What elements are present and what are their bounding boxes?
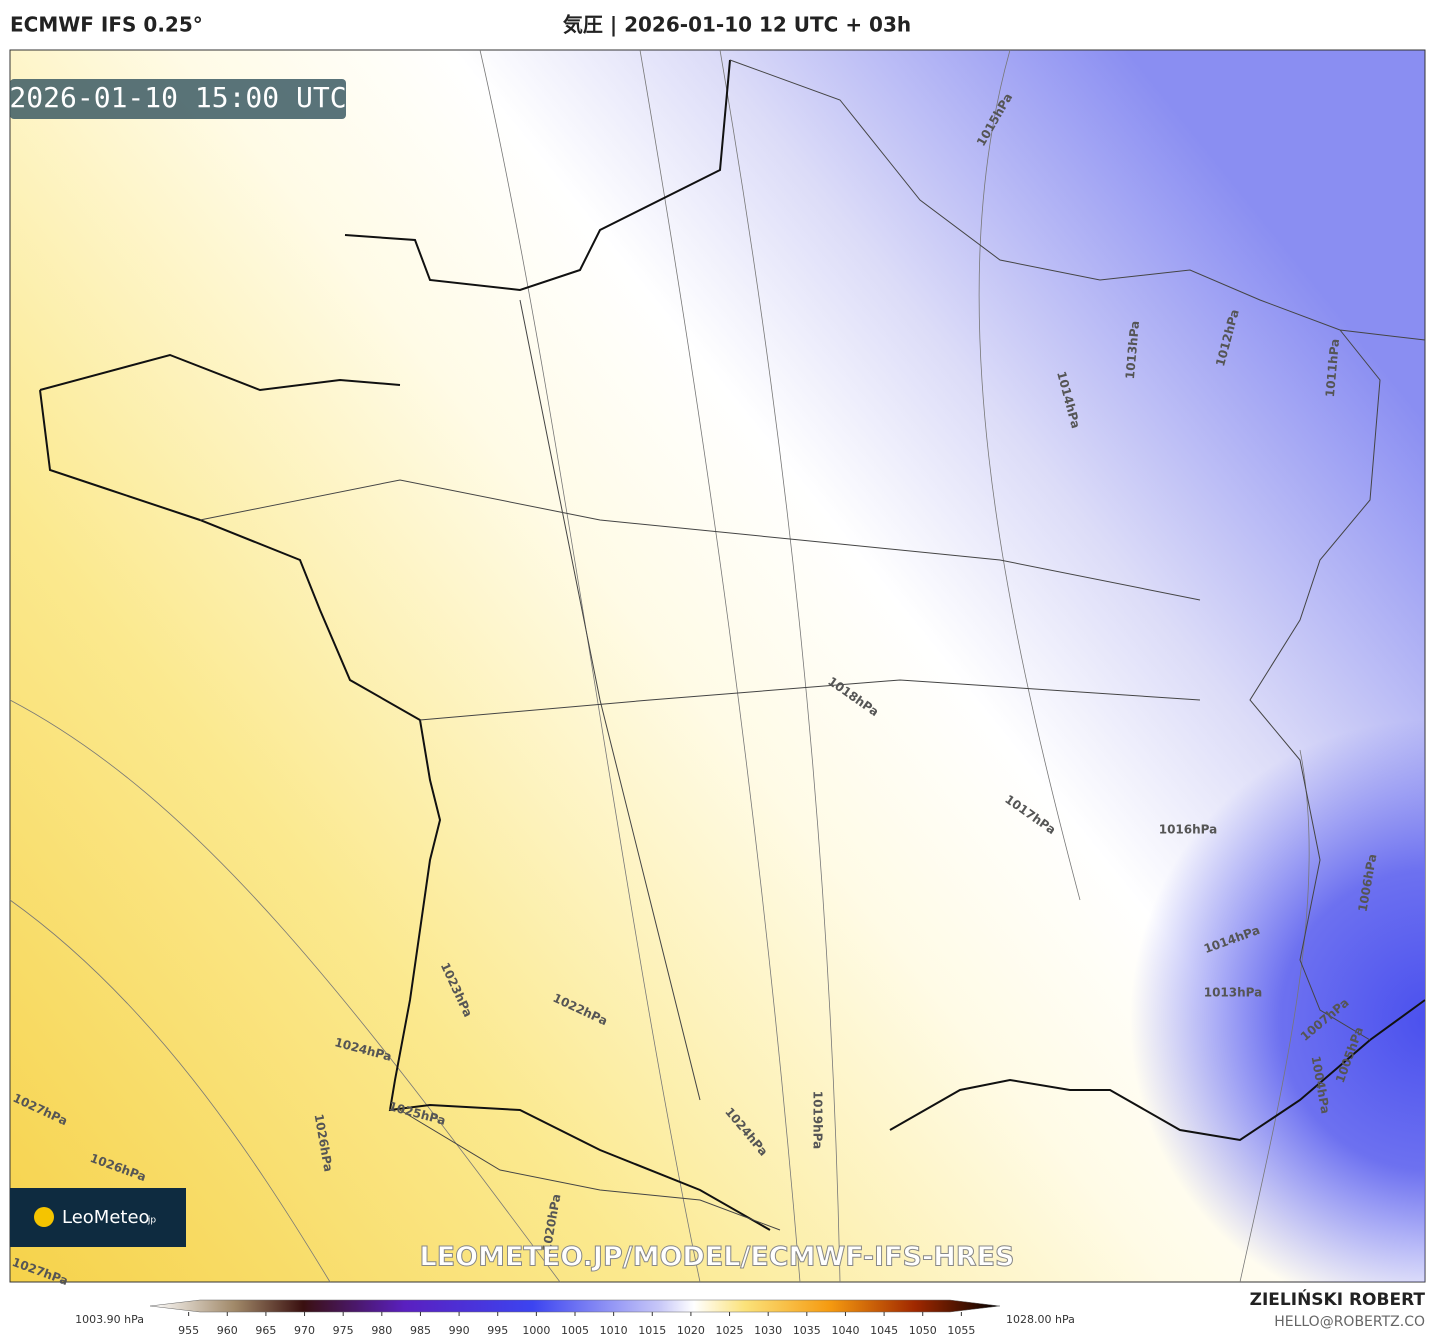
coastline	[39, 59, 1426, 1231]
colorbar-tick-label: 995	[487, 1324, 508, 1337]
colorbar-tick-label: 985	[410, 1324, 431, 1337]
timestamp: 2026-01-10 15:00 UTC	[9, 81, 346, 114]
colorbar-tick-label: 1055	[947, 1324, 975, 1337]
colorbar-tick-label: 965	[255, 1324, 276, 1337]
colorbar-max-label: 1028.00 hPa	[1006, 1313, 1075, 1326]
isobar-label: 1016hPa	[1159, 823, 1218, 837]
contact: HELLO@ROBERTZ.CO	[1274, 1314, 1425, 1330]
isobar-label: 1013hPa	[1204, 986, 1263, 1000]
colorbar-tick-label: 1030	[754, 1324, 782, 1337]
colorbar-tick-label: 1020	[677, 1324, 705, 1337]
borders	[199, 59, 1426, 1231]
colorbar-min-label: 1003.90 hPa	[75, 1313, 144, 1326]
colorbar-tick-label: 980	[371, 1324, 392, 1337]
model-name: ECMWF IFS 0.25°	[10, 13, 203, 37]
logo-sun	[34, 1207, 54, 1227]
colorbar-tick-label: 1045	[870, 1324, 898, 1337]
colorbar: 1003.90 hPa 1028.00 hPa 955 960 965 970 975 9…	[75, 1299, 1075, 1337]
colorbar-tick-label: 1010	[600, 1324, 628, 1337]
timestamp-box	[10, 79, 346, 119]
logo-suffix: .jp	[145, 1216, 156, 1226]
colorbar-tick-label: 1025	[716, 1324, 744, 1337]
colorbar-tick-label: 955	[178, 1324, 199, 1337]
colorbar-tick-label: 970	[294, 1324, 315, 1337]
colorbar-tick-label: 990	[449, 1324, 470, 1337]
map-title: 気圧 | 2026-01-10 12 UTC + 03h	[563, 13, 911, 37]
colorbar-tick-label: 1040	[831, 1324, 859, 1337]
author: ZIELIŃSKI ROBERT	[1250, 1288, 1426, 1310]
isobar-label: 1011hPa	[1323, 338, 1342, 398]
colorbar-tick-label: 975	[333, 1324, 354, 1337]
colorbar-tick-label: 1050	[909, 1324, 937, 1337]
colorbar-gradient	[149, 1299, 1001, 1313]
colorbar-tick-label: 1015	[638, 1324, 666, 1337]
logo-name: LeoMeteo	[62, 1207, 150, 1228]
colorbar-tick-label: 1035	[793, 1324, 821, 1337]
isobars	[9, 49, 1310, 1283]
isobar-label: 1019hPa	[811, 1091, 825, 1150]
colorbar-tick-label: 1000	[522, 1324, 550, 1337]
isobar-label: 1013hPa	[1123, 320, 1142, 380]
low-pressure-area	[10, 50, 1425, 1282]
colorbar-tick-label: 1005	[561, 1324, 589, 1337]
watermark: LEOMETEO.JP/MODEL/ECMWF-IFS-HRES	[420, 1242, 1015, 1273]
colorbar-tick-label: 960	[217, 1324, 238, 1337]
